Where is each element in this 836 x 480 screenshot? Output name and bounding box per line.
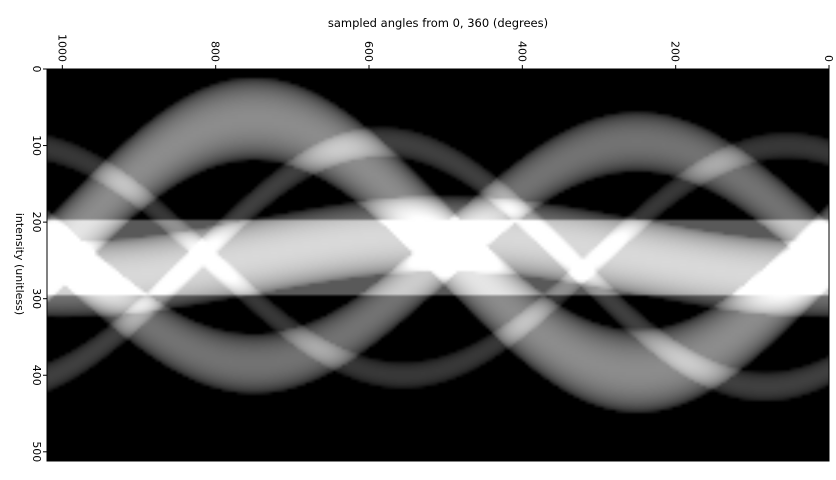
- y-axis-label: intensity (unitless): [13, 213, 26, 315]
- plot-frame: [46, 68, 830, 462]
- x-tick-label: 200: [669, 41, 682, 62]
- x-tick-label: 0: [822, 55, 835, 62]
- y-axis-ticks: 0 100 200 300 400 500: [30, 66, 47, 462]
- y-tick-label: 100: [30, 135, 43, 156]
- y-tick-label: 200: [30, 212, 43, 233]
- x-axis-ticks: 1000 800 600 400 200 0: [55, 34, 835, 69]
- x-tick-label: 600: [362, 41, 375, 62]
- plot-area: [46, 68, 830, 462]
- y-tick-label: 300: [30, 288, 43, 309]
- y-tick-label: 400: [30, 365, 43, 386]
- x-tick-label: 1000: [55, 34, 68, 62]
- x-tick-label: 400: [515, 41, 528, 62]
- chart-title: sampled angles from 0, 360 (degrees): [328, 16, 548, 30]
- y-tick-label: 0: [30, 66, 43, 73]
- heatmap-image: [47, 69, 829, 461]
- x-tick-label: 800: [209, 41, 222, 62]
- y-tick-label: 500: [30, 441, 43, 462]
